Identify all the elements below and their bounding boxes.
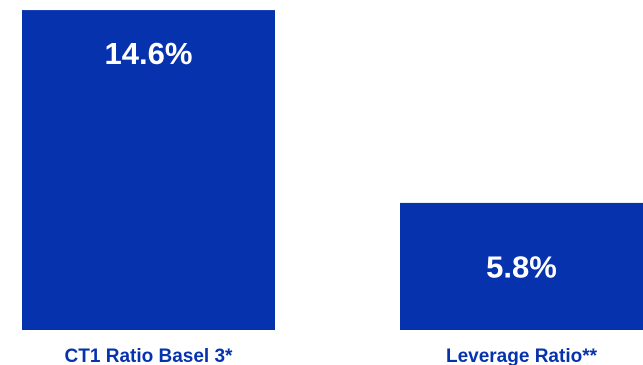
value-labels-group: 14.6% 5.8% xyxy=(105,36,557,284)
bar-value-label-1: 5.8% xyxy=(486,249,557,284)
bar-0 xyxy=(22,10,275,330)
category-labels-group: CT1 Ratio Basel 3* Leverage Ratio** xyxy=(65,346,598,365)
bar-value-label-0: 14.6% xyxy=(105,36,193,71)
bars-group xyxy=(22,10,643,330)
category-label-1: Leverage Ratio** xyxy=(446,346,598,365)
category-label-0: CT1 Ratio Basel 3* xyxy=(65,346,233,365)
bar-1 xyxy=(400,202,643,330)
